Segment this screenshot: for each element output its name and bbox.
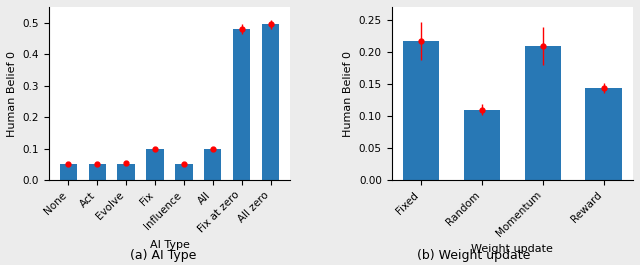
X-axis label: Weight update: Weight update (472, 244, 553, 254)
Bar (463, 110, 500, 180)
Y-axis label: Human Belief 0: Human Belief 0 (7, 51, 17, 136)
Bar (525, 46, 561, 180)
Bar (586, 88, 622, 180)
Bar (262, 24, 279, 180)
Y-axis label: Human Belief 0: Human Belief 0 (343, 51, 353, 136)
Bar (204, 149, 221, 180)
Bar (118, 165, 135, 180)
Bar (147, 149, 164, 180)
Bar (175, 165, 193, 180)
Bar (403, 41, 439, 180)
Bar (88, 165, 106, 180)
Text: (b) Weight update: (b) Weight update (417, 249, 531, 262)
Text: (a) AI Type: (a) AI Type (130, 249, 196, 262)
Bar (60, 165, 77, 180)
X-axis label: AI Type: AI Type (150, 240, 189, 250)
Bar (233, 29, 250, 180)
